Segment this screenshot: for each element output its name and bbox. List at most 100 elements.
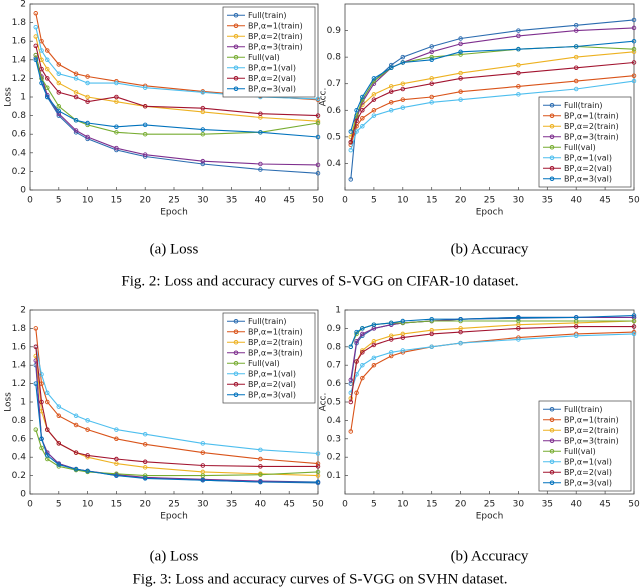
point [258, 472, 263, 477]
point [142, 459, 148, 465]
point [73, 76, 79, 81]
y-axis-label: Acc. [319, 393, 329, 412]
legend-marker [549, 155, 555, 161]
legend-label: BP,α=2(val) [248, 74, 296, 83]
point [114, 473, 119, 478]
y-tick-label: 0.6 [327, 106, 342, 116]
series-line [35, 27, 319, 100]
point [73, 94, 79, 100]
point [315, 461, 321, 466]
point [33, 57, 39, 63]
y-tick-label: 0.7 [327, 361, 341, 371]
point [33, 25, 39, 30]
y-tick-label: 1 [335, 306, 341, 316]
x-tick-label: 40 [255, 196, 267, 206]
point [142, 152, 148, 157]
point [429, 316, 434, 322]
x-tick-label: 45 [283, 500, 294, 510]
point [73, 128, 79, 133]
y-tick-label: 0.4 [327, 159, 342, 169]
x-tick-label: 25 [484, 500, 495, 510]
point [33, 427, 39, 432]
x-tick-label: 20 [455, 196, 467, 206]
point [258, 479, 263, 485]
point [573, 28, 579, 33]
legend-label: BP,α=3(val) [564, 174, 612, 183]
legend-label: BP,α=2(train) [564, 122, 619, 131]
subcaption: (b) Accuracy [451, 548, 529, 564]
point [56, 80, 62, 86]
point [114, 436, 119, 442]
y-tick-label: 1 [20, 93, 26, 103]
point [388, 89, 394, 94]
y-tick-label: 1.8 [12, 324, 27, 334]
legend-marker [233, 350, 239, 356]
y-tick-label: 0.6 [327, 379, 342, 389]
y-tick-label: 0.2 [12, 167, 26, 177]
point [33, 11, 39, 16]
legend-marker [549, 165, 555, 171]
point [388, 337, 394, 342]
point [33, 43, 39, 49]
point [458, 70, 463, 76]
point [354, 359, 359, 364]
legend-marker [233, 12, 239, 18]
point [85, 468, 90, 474]
y-tick-label: 0.7 [327, 79, 341, 89]
point [315, 120, 321, 126]
point [371, 355, 377, 361]
point [360, 375, 365, 381]
legend-label: BP,α=3(train) [564, 436, 619, 445]
x-tick-label: 5 [56, 196, 62, 206]
point [388, 100, 394, 105]
point [114, 99, 119, 104]
series-line [35, 59, 319, 138]
point [33, 326, 39, 331]
point [258, 130, 263, 135]
point [360, 331, 365, 337]
x-tick-label: 0 [27, 196, 33, 206]
point [200, 477, 206, 483]
y-tick-label: 0.5 [327, 398, 341, 408]
point [458, 52, 463, 57]
point [200, 161, 206, 167]
point [516, 84, 521, 89]
point [573, 78, 579, 84]
y-tick-label: 0.4 [12, 453, 27, 463]
point [631, 49, 637, 55]
y-tick-label: 0 [20, 490, 26, 500]
y-tick-label: 1.2 [12, 379, 26, 389]
point [429, 331, 434, 337]
point [45, 390, 50, 396]
y-axis-label: Loss [4, 392, 14, 412]
point [85, 418, 90, 423]
point [458, 329, 463, 335]
legend-label: BP,α=2(val) [564, 468, 612, 477]
legend-marker [549, 448, 555, 454]
legend-label: BP,α=3(val) [564, 478, 612, 487]
legend-marker [549, 176, 555, 182]
point [573, 65, 579, 71]
point [73, 117, 79, 123]
point [516, 28, 521, 33]
legend-marker [549, 113, 555, 119]
x-tick-label: 15 [111, 196, 122, 206]
point [573, 23, 579, 28]
legend-label: BP,α=2(train) [248, 32, 303, 41]
y-tick-label: 0.2 [12, 471, 26, 481]
point [200, 473, 206, 478]
point [429, 76, 434, 81]
legend-label: BP,α=2(val) [564, 164, 612, 173]
x-tick-label: 45 [283, 196, 294, 206]
point [315, 118, 321, 124]
y-tick-label: 0.6 [12, 130, 27, 140]
point [573, 333, 579, 339]
point [45, 399, 50, 405]
point [631, 313, 637, 318]
point [258, 111, 263, 116]
legend-label: BP,α=1(train) [564, 111, 619, 120]
point [315, 464, 321, 469]
point [371, 76, 377, 81]
